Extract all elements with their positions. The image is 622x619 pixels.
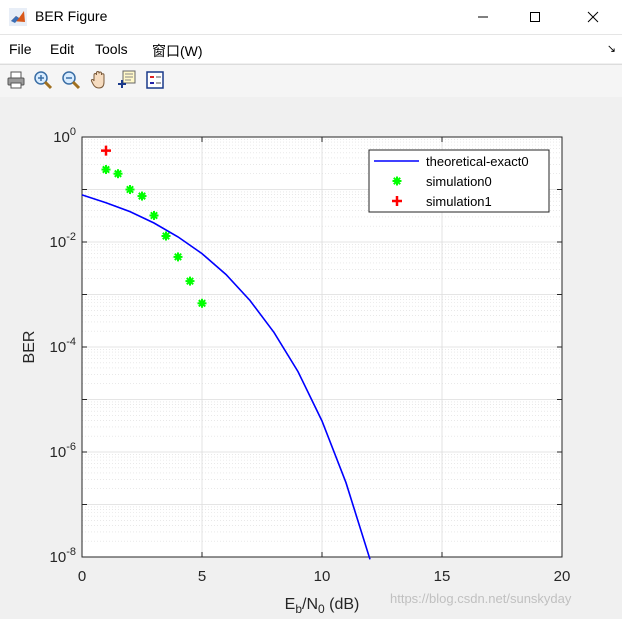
y-tick-label: 10-8: [50, 546, 76, 566]
star-stroke: [174, 253, 182, 261]
y-tick-base: 10: [50, 444, 67, 461]
x-tick-labels: 0 5 10 15 20: [78, 568, 571, 585]
y-tick-exponent: 0: [70, 126, 76, 138]
star-stroke: [102, 165, 110, 174]
x-axis-label: Eb/N0 (dB): [285, 596, 360, 616]
menu-bar: File Edit Tools 窗口(W) ↘: [0, 35, 622, 63]
star-stroke: [198, 299, 206, 308]
x-label-main: E: [285, 596, 296, 613]
y-tick-base: 10: [50, 234, 67, 251]
star-stroke: [150, 211, 158, 220]
dock-arrow-icon[interactable]: ↘: [606, 43, 616, 55]
y-tick-label: 100: [53, 126, 76, 146]
y-tick-label: 10-2: [50, 231, 76, 251]
minimize-button[interactable]: [460, 0, 506, 34]
y-tick-exponent: -2: [66, 231, 76, 243]
star-marker: [161, 231, 171, 241]
star-stroke: [186, 277, 194, 285]
close-icon: [587, 11, 599, 23]
maximize-icon: [530, 12, 540, 22]
x-tick-label: 20: [554, 568, 571, 585]
title-bar: BER Figure: [0, 0, 622, 35]
x-label-sub1: b: [295, 602, 302, 616]
y-tick-base: 10: [50, 339, 67, 356]
x-tick-label: 15: [434, 568, 451, 585]
star-stroke: [138, 192, 146, 200]
series-group: [81, 145, 371, 560]
x-tick-label: 5: [198, 568, 206, 585]
star-marker: [392, 176, 402, 186]
star-marker: [197, 298, 207, 308]
print-icon[interactable]: [5, 69, 27, 91]
legend-entry-label: simulation1: [426, 194, 492, 209]
series-line-theoretical: [81, 194, 371, 560]
minimize-icon: [478, 16, 488, 18]
star-marker: [137, 191, 147, 201]
star-stroke: [162, 232, 170, 240]
menu-window[interactable]: 窗口(W): [152, 43, 203, 59]
star-marker: [149, 210, 159, 220]
menu-file[interactable]: File: [9, 41, 32, 57]
maximize-button[interactable]: [512, 0, 558, 34]
star-marker: [173, 252, 183, 262]
x-tick-label: 0: [78, 568, 86, 585]
y-tick-base: 10: [50, 549, 67, 566]
x-tick-label: 10: [314, 568, 331, 585]
watermark: https://blog.csdn.net/sunskyday: [390, 591, 572, 606]
star-marker: [125, 185, 135, 194]
menu-tools[interactable]: Tools: [95, 41, 128, 57]
x-label-mid: /N: [302, 596, 318, 613]
y-tick-label: 10-4: [50, 336, 76, 356]
star-marker: [101, 165, 111, 175]
window-title: BER Figure: [35, 8, 108, 24]
star-stroke: [393, 177, 401, 185]
axis-ticks: [81, 136, 563, 558]
x-label-sub2: 0: [318, 602, 325, 616]
close-button[interactable]: [570, 0, 616, 34]
legend[interactable]: theoretical-exact0 simulation0 simulation1: [368, 149, 550, 213]
legend-icon[interactable]: [144, 69, 166, 91]
y-tick-exponent: -6: [66, 441, 76, 453]
pan-icon[interactable]: [88, 69, 110, 91]
plus-marker: [101, 145, 111, 156]
y-tick-exponent: -4: [66, 336, 76, 348]
star-marker: [185, 276, 195, 286]
zoom-out-icon[interactable]: [60, 69, 82, 91]
plus-marker: [392, 196, 402, 206]
x-label-tail: (dB): [325, 596, 360, 613]
star-stroke: [126, 185, 134, 194]
star-marker: [113, 169, 123, 179]
legend-entry-label: simulation0: [426, 174, 492, 189]
legend-entry-label: theoretical-exact0: [426, 154, 529, 169]
y-tick-label: 10-6: [50, 441, 76, 461]
y-tick-exponent: -8: [66, 546, 76, 558]
y-axis-label: BER: [21, 331, 38, 364]
zoom-in-icon[interactable]: [32, 69, 54, 91]
menu-edit[interactable]: Edit: [50, 41, 75, 57]
star-stroke: [114, 169, 122, 178]
data-cursor-icon[interactable]: [116, 69, 138, 91]
y-tick-base: 10: [53, 129, 70, 146]
matlab-icon: [9, 8, 27, 26]
